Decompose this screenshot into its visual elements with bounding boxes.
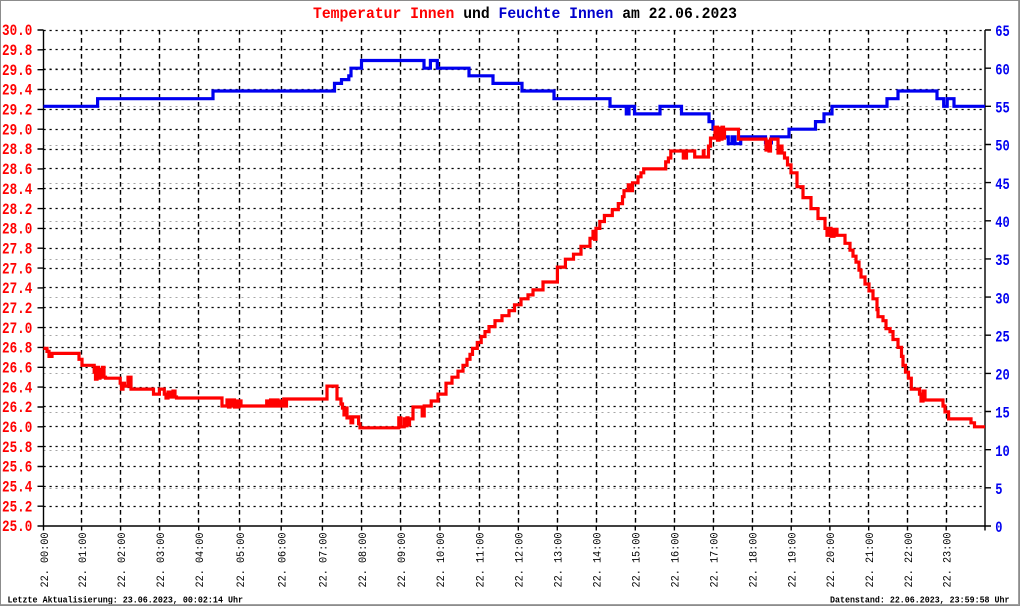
svg-text:28.2: 28.2 [2,201,32,219]
svg-text:29.6: 29.6 [2,62,32,80]
svg-text:20: 20 [995,367,1010,385]
svg-text:25.4: 25.4 [2,479,32,497]
svg-text:50: 50 [995,138,1010,156]
svg-text:25.0: 25.0 [2,518,32,536]
svg-text:30: 30 [995,290,1010,308]
svg-text:27.8: 27.8 [2,240,32,258]
svg-text:Temperatur Innen: Temperatur Innen [313,5,454,23]
svg-text:26.6: 26.6 [2,360,32,378]
svg-text:26.2: 26.2 [2,399,32,417]
svg-text:26.4: 26.4 [2,379,32,397]
svg-text:22. 13:00: 22. 13:00 [554,532,566,587]
svg-text:27.2: 27.2 [2,300,32,318]
svg-text:25: 25 [995,328,1010,346]
svg-text:22. 10:00: 22. 10:00 [436,532,448,587]
svg-text:22. 02:00: 22. 02:00 [117,532,129,587]
svg-text:28.4: 28.4 [2,181,32,199]
svg-text:am 22.06.2023: am 22.06.2023 [622,5,737,23]
svg-text:27.6: 27.6 [2,260,32,278]
svg-text:26.0: 26.0 [2,419,32,437]
svg-text:22. 00:00: 22. 00:00 [40,532,52,587]
svg-text:29.4: 29.4 [2,82,32,100]
svg-text:27.4: 27.4 [2,280,32,298]
svg-text:22. 16:00: 22. 16:00 [671,532,683,587]
svg-text:10: 10 [995,443,1010,461]
svg-text:22. 11:00: 22. 11:00 [475,532,487,587]
svg-text:22. 19:00: 22. 19:00 [788,532,800,587]
svg-text:29.0: 29.0 [2,121,32,139]
svg-text:55: 55 [995,100,1010,118]
svg-text:22. 09:00: 22. 09:00 [397,532,409,587]
svg-text:29.8: 29.8 [2,42,32,60]
svg-text:22. 18:00: 22. 18:00 [749,532,761,587]
svg-text:45: 45 [995,176,1010,194]
svg-text:Letzte Aktualisierung: 23.06.2: Letzte Aktualisierung: 23.06.2023, 00:02… [8,595,244,606]
svg-text:26.8: 26.8 [2,340,32,358]
svg-text:29.2: 29.2 [2,102,32,120]
svg-text:22. 14:00: 22. 14:00 [593,532,605,587]
svg-text:65: 65 [995,23,1010,41]
svg-text:28.6: 28.6 [2,161,32,179]
svg-text:25.6: 25.6 [2,459,32,477]
svg-text:40: 40 [995,214,1010,232]
svg-text:22. 07:00: 22. 07:00 [319,532,331,587]
svg-text:30.0: 30.0 [2,22,32,40]
svg-text:27.0: 27.0 [2,320,32,338]
svg-text:35: 35 [995,252,1010,270]
svg-text:Feuchte Innen: Feuchte Innen [499,5,614,23]
svg-text:5: 5 [995,481,1002,499]
svg-text:22. 08:00: 22. 08:00 [358,532,370,587]
svg-text:22. 22:00: 22. 22:00 [904,532,916,587]
svg-text:22. 01:00: 22. 01:00 [78,532,90,587]
svg-text:22. 06:00: 22. 06:00 [278,532,290,587]
svg-text:22. 15:00: 22. 15:00 [632,532,644,587]
svg-text:22. 03:00: 22. 03:00 [156,532,168,587]
svg-text:28.8: 28.8 [2,141,32,159]
svg-text:60: 60 [995,61,1010,79]
svg-text:22. 23:00: 22. 23:00 [943,532,955,587]
svg-text:22. 21:00: 22. 21:00 [865,532,877,587]
svg-text:und: und [463,5,490,23]
svg-text:22. 17:00: 22. 17:00 [710,532,722,587]
svg-text:25.8: 25.8 [2,439,32,457]
svg-text:25.2: 25.2 [2,498,32,516]
svg-text:22. 20:00: 22. 20:00 [826,532,838,587]
svg-text:22. 05:00: 22. 05:00 [236,532,248,587]
svg-text:28.0: 28.0 [2,221,32,239]
svg-text:Datenstand: 22.06.2023, 23:59:: Datenstand: 22.06.2023, 23:59:58 Uhr [830,595,1010,606]
svg-text:22. 12:00: 22. 12:00 [515,532,527,587]
svg-text:22. 04:00: 22. 04:00 [195,532,207,587]
svg-text:15: 15 [995,405,1010,423]
svg-text:0: 0 [995,519,1002,537]
